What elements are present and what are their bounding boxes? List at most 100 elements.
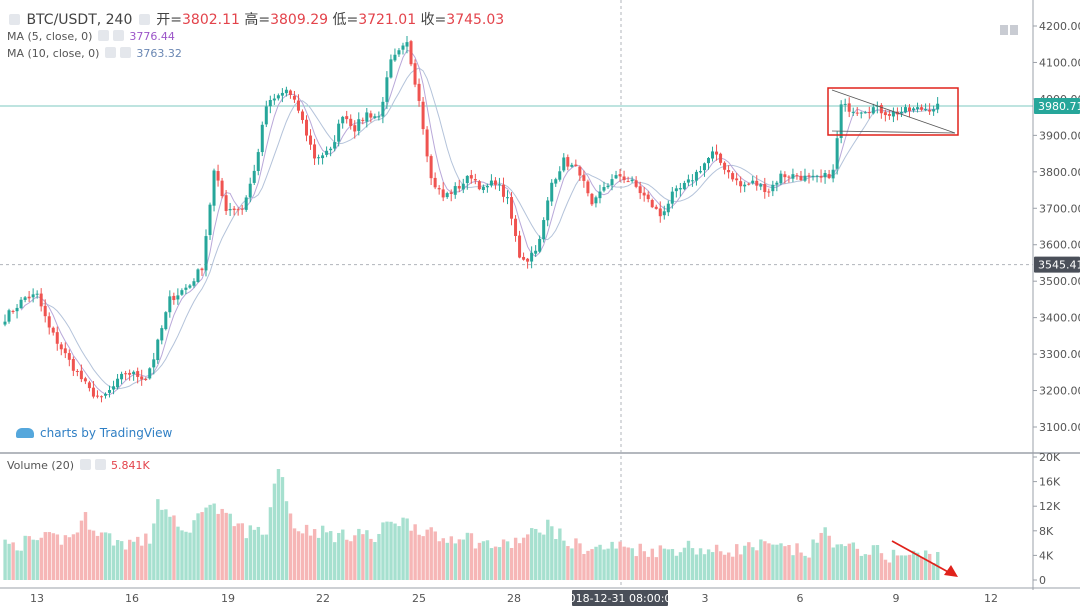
candle-body bbox=[377, 116, 381, 118]
volume-bar bbox=[751, 547, 755, 580]
candle-body bbox=[124, 373, 128, 375]
volume-bar bbox=[859, 555, 864, 580]
time-tick-label: 19 bbox=[221, 592, 235, 605]
candle-body bbox=[638, 186, 642, 194]
close-value: 3745.03 bbox=[446, 12, 505, 28]
volume-bar bbox=[907, 554, 912, 580]
candle-body bbox=[614, 175, 618, 179]
candle-body bbox=[104, 393, 107, 396]
volume-bar bbox=[156, 499, 160, 580]
volume-bar bbox=[574, 538, 578, 580]
time-tick-label: 12 bbox=[984, 592, 998, 605]
candle-body bbox=[39, 293, 43, 307]
volume-bar bbox=[698, 548, 703, 580]
volume-bar bbox=[883, 559, 888, 580]
candle-body bbox=[63, 348, 67, 354]
ma5-close-icon[interactable] bbox=[112, 30, 124, 41]
candle-body bbox=[542, 220, 546, 240]
volume-bar bbox=[903, 555, 908, 580]
volume-bar bbox=[542, 534, 546, 580]
volume-bar bbox=[923, 550, 928, 580]
candle-body bbox=[91, 387, 95, 397]
candle-body bbox=[55, 332, 59, 344]
candle-body bbox=[518, 235, 522, 258]
candle-body bbox=[99, 396, 103, 398]
volume-bar bbox=[634, 556, 638, 580]
volume-bar bbox=[694, 554, 699, 580]
volume-bar bbox=[827, 535, 831, 580]
candle-body bbox=[819, 176, 823, 178]
volume-bar bbox=[240, 523, 244, 580]
collapse-icon[interactable] bbox=[9, 14, 20, 25]
volume-legend: Volume (20) 5.841K bbox=[7, 459, 150, 472]
volume-bar bbox=[67, 537, 72, 580]
ma10-settings-icon[interactable] bbox=[104, 47, 116, 58]
volume-bar bbox=[650, 548, 655, 580]
volume-bar bbox=[895, 555, 900, 580]
candle-body bbox=[325, 150, 329, 155]
volume-bar bbox=[409, 530, 413, 580]
volume-bar bbox=[855, 548, 860, 580]
volume-bar bbox=[288, 513, 293, 580]
candle-body bbox=[558, 171, 562, 180]
volume-bar bbox=[192, 520, 196, 580]
volume-close-icon[interactable] bbox=[94, 459, 106, 470]
ma10-close-icon[interactable] bbox=[119, 47, 131, 58]
volume-bar bbox=[735, 544, 739, 580]
volume-bar bbox=[879, 553, 884, 580]
candle-body bbox=[839, 104, 843, 138]
volume-bar bbox=[714, 544, 719, 580]
price-tick-label: 4200.00 bbox=[1039, 20, 1080, 33]
volume-bar bbox=[437, 541, 441, 580]
last-price-tag: 3980.71 bbox=[1038, 100, 1080, 113]
candle-body bbox=[598, 191, 602, 199]
candle-body bbox=[743, 184, 747, 187]
candle-body bbox=[586, 181, 590, 194]
candle-body bbox=[176, 295, 180, 300]
candle-body bbox=[200, 268, 204, 271]
volume-bar bbox=[31, 539, 35, 580]
volume-bar bbox=[7, 543, 11, 580]
candle-body bbox=[783, 174, 787, 178]
candle-body bbox=[15, 307, 19, 312]
ma5-settings-icon[interactable] bbox=[97, 30, 109, 41]
candle-body bbox=[843, 103, 847, 105]
volume-bar bbox=[598, 544, 602, 580]
candle-body bbox=[912, 108, 916, 111]
time-tick-label: 3 bbox=[702, 592, 709, 605]
volume-bar bbox=[385, 521, 389, 580]
price-tick-label: 4100.00 bbox=[1039, 56, 1080, 69]
candle-body bbox=[747, 183, 751, 185]
candle-body bbox=[855, 112, 859, 114]
volume-bar bbox=[811, 539, 815, 580]
volume-bar bbox=[799, 552, 803, 580]
open-label: 开= bbox=[156, 12, 183, 28]
candle-body bbox=[779, 173, 783, 184]
volume-bar bbox=[35, 540, 39, 580]
volume-bar bbox=[47, 532, 52, 580]
candle-body bbox=[751, 180, 755, 184]
candle-body bbox=[71, 358, 75, 371]
settings-icon[interactable] bbox=[138, 14, 150, 25]
candle-body bbox=[514, 218, 518, 236]
volume-bar bbox=[932, 563, 936, 580]
candle-body bbox=[546, 200, 550, 221]
volume-settings-icon[interactable] bbox=[79, 459, 91, 470]
tradingview-watermark[interactable]: charts by TradingView bbox=[16, 426, 172, 440]
candle-body bbox=[847, 103, 851, 112]
candle-body bbox=[397, 50, 401, 55]
candle-body bbox=[405, 42, 409, 47]
volume-bar bbox=[521, 537, 526, 580]
volume-bar bbox=[662, 548, 667, 580]
candle-body bbox=[465, 175, 469, 184]
volume-bar bbox=[369, 538, 373, 580]
volume-bar bbox=[517, 543, 522, 580]
volume-bar bbox=[429, 527, 433, 580]
candle-body bbox=[920, 107, 924, 110]
candle-body bbox=[767, 191, 771, 193]
price-tick-label: 3100.00 bbox=[1039, 421, 1080, 434]
candle-body bbox=[401, 45, 405, 50]
toolbar-icon[interactable] bbox=[1000, 20, 1020, 39]
